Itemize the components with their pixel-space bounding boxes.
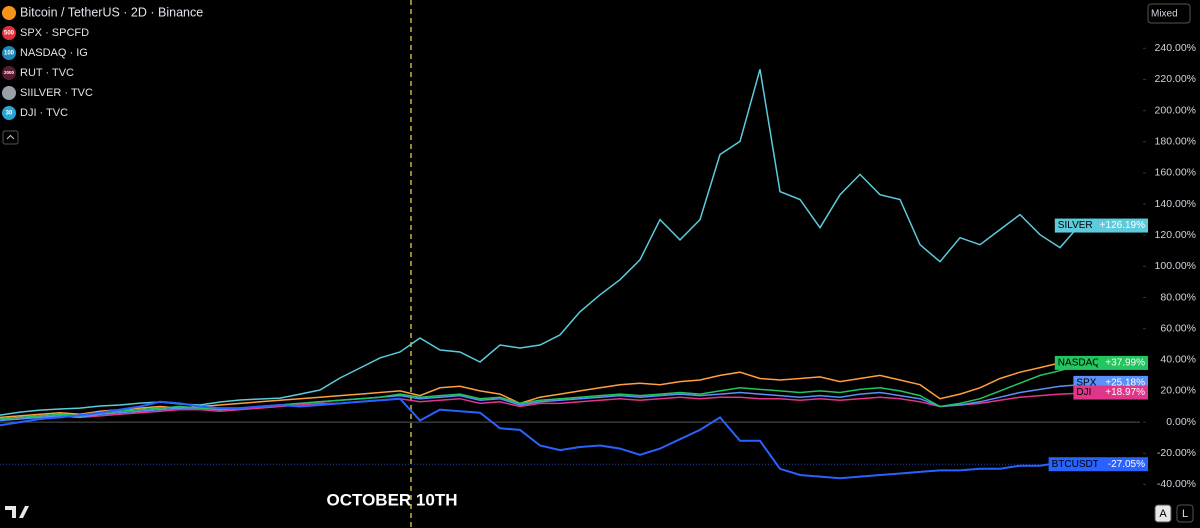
legend-icon-label: 30 [6, 111, 13, 117]
legend-entry: NASDAQ · IG [20, 47, 88, 59]
series-line [0, 391, 1101, 420]
tag-name-box [1048, 457, 1098, 472]
y-tick-label: 40.00% [1160, 354, 1196, 366]
y-tick-label: 180.00% [1155, 136, 1196, 148]
scale-button[interactable] [1176, 504, 1194, 523]
legend-icon [2, 46, 16, 60]
scale-button-label[interactable]: L [1182, 508, 1188, 520]
y-tick-label: 140.00% [1155, 198, 1196, 210]
tag-name-box [1054, 355, 1098, 370]
collapse-icon [6, 134, 15, 140]
y-tick-label: -20.00% [1157, 447, 1196, 459]
legend-entry: RUT · TVC [20, 67, 74, 79]
legend-icon [2, 66, 16, 80]
legend-entry: DJI · TVC [20, 107, 68, 119]
y-tick-label: 60.00% [1160, 322, 1196, 334]
collapse-button[interactable] [2, 130, 19, 145]
y-tick-label: 160.00% [1155, 167, 1196, 179]
tag-name: DJI [1076, 387, 1091, 398]
tag-value: +25.18% [1105, 378, 1145, 389]
tag-value-box [1098, 385, 1148, 400]
legend-entry: Bitcoin / TetherUS · 2D · Binance [20, 5, 203, 19]
logo [5, 506, 29, 518]
scale-button-label[interactable]: A [1159, 508, 1167, 520]
tag-name: BTCUSDT [1052, 459, 1099, 470]
tag-value-box [1098, 355, 1148, 370]
y-tick-label: 120.00% [1155, 229, 1196, 241]
tag-value: +37.99% [1105, 358, 1145, 369]
legend-icon-label: 2000 [4, 70, 15, 75]
y-tick-label: 220.00% [1155, 73, 1196, 85]
legend-entry: SIILVER · TVC [20, 87, 93, 99]
legend-icon [2, 26, 16, 40]
legend-entry: SPX · SPCFD [20, 27, 89, 39]
y-tick-label: 100.00% [1155, 260, 1196, 272]
series-line [0, 362, 1101, 420]
series-line [0, 382, 1101, 422]
y-tick-label: 0.00% [1166, 416, 1196, 428]
y-tick-label: 200.00% [1155, 104, 1196, 116]
tag-name: NASDAQ [1058, 358, 1100, 369]
legend-icon-label: 500 [4, 31, 15, 37]
tag-value-box [1098, 457, 1148, 472]
tag-name: SPX [1076, 378, 1096, 389]
series-line [0, 397, 1101, 480]
y-tick-label: 20.00% [1160, 385, 1196, 397]
scale-button[interactable] [1154, 504, 1172, 523]
tag-name-box [1054, 218, 1098, 233]
tag-name: SILVER [1058, 220, 1093, 231]
legend-icon [2, 86, 16, 100]
annotation: OCTOBER 10TH [327, 490, 458, 509]
y-tick-label: 240.00% [1155, 42, 1196, 54]
scale-mode-button[interactable] [1147, 3, 1191, 24]
tag-value: +126.19% [1100, 220, 1145, 231]
legend-icon [2, 6, 16, 20]
y-tick-label: 80.00% [1160, 291, 1196, 303]
scale-mode-label[interactable]: Mixed [1151, 9, 1178, 20]
tag-value: +18.97% [1105, 387, 1145, 398]
tag-value: -27.05% [1108, 459, 1145, 470]
y-tick-label: -40.00% [1157, 478, 1196, 490]
legend-icon [2, 106, 16, 120]
tag-value-box [1098, 218, 1148, 233]
tag-name-box [1073, 385, 1098, 400]
legend-icon-label: 100 [4, 51, 15, 57]
